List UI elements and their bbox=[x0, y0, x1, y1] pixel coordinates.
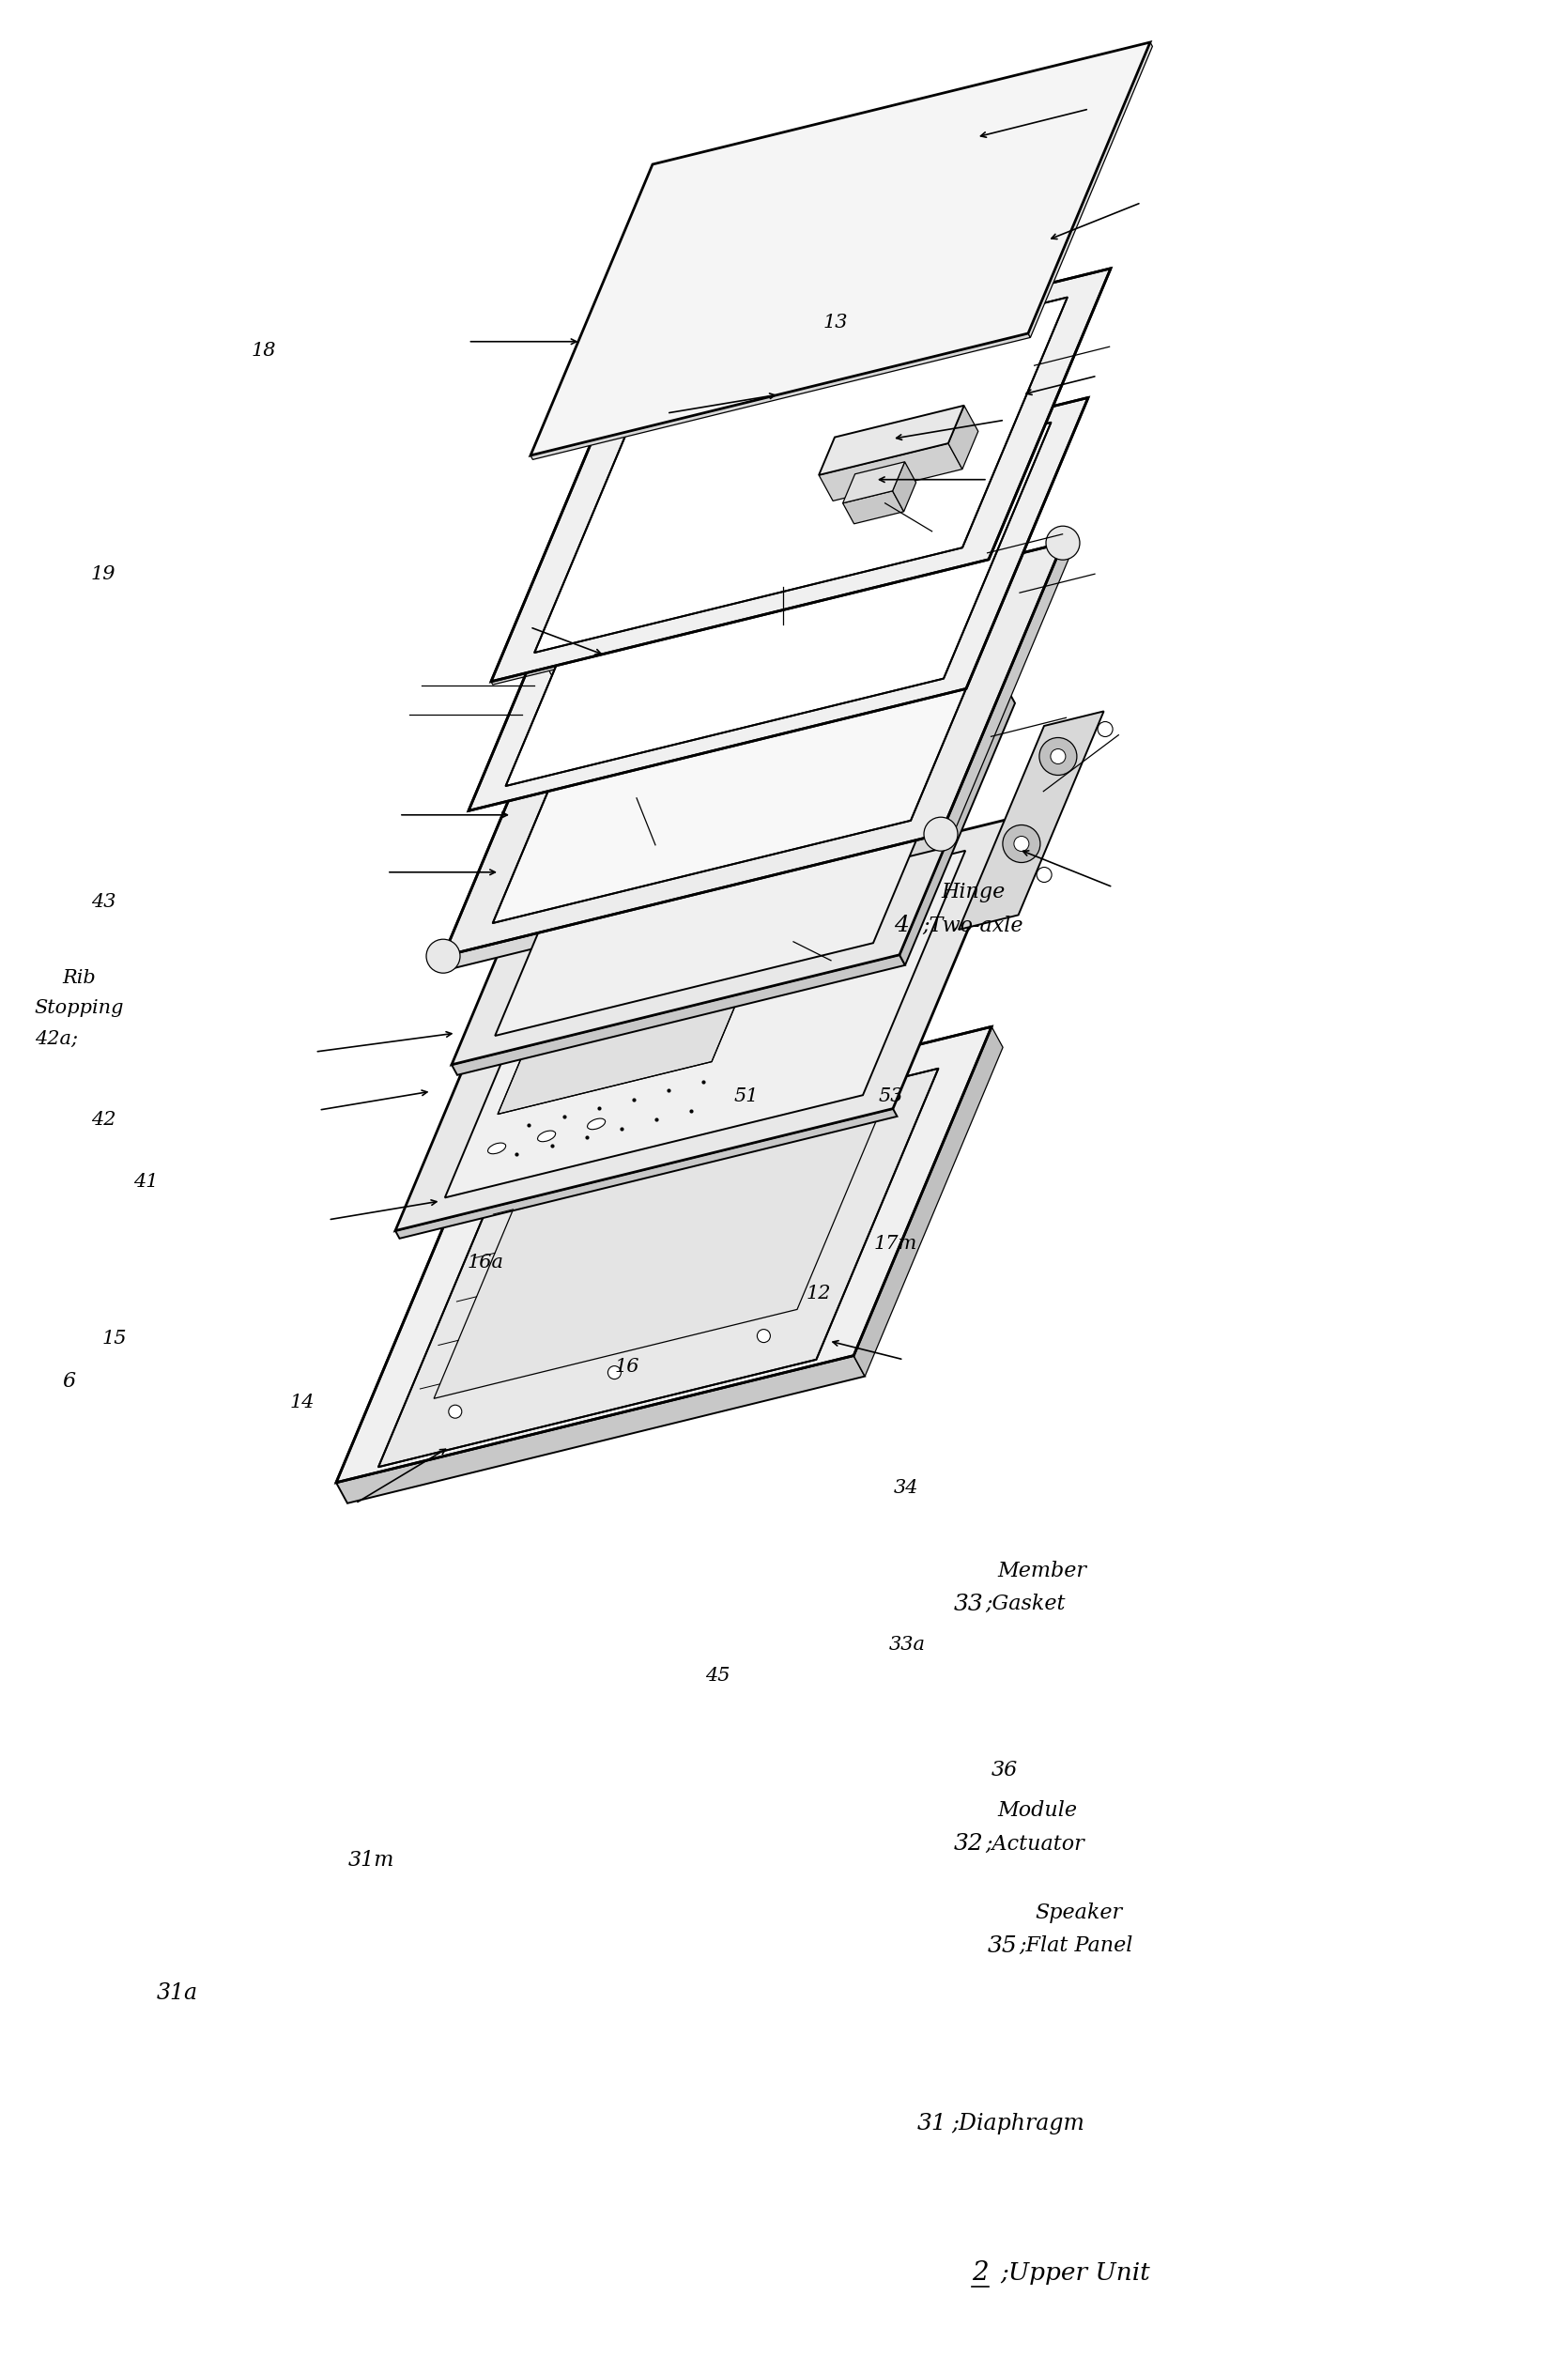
Text: 18: 18 bbox=[251, 342, 276, 361]
Text: 33a: 33a bbox=[889, 1635, 925, 1654]
Polygon shape bbox=[336, 1355, 866, 1502]
Polygon shape bbox=[444, 833, 947, 968]
Circle shape bbox=[858, 1092, 870, 1103]
Circle shape bbox=[1046, 527, 1080, 560]
Text: ;Upper Unit: ;Upper Unit bbox=[1000, 2261, 1151, 2285]
Circle shape bbox=[1098, 721, 1113, 736]
Circle shape bbox=[549, 1165, 561, 1179]
Polygon shape bbox=[842, 491, 903, 524]
Text: 16a: 16a bbox=[467, 1253, 503, 1272]
Text: 13: 13 bbox=[823, 313, 848, 332]
Polygon shape bbox=[336, 1028, 991, 1483]
Circle shape bbox=[924, 816, 958, 852]
Circle shape bbox=[549, 648, 582, 681]
Circle shape bbox=[1002, 826, 1040, 861]
Polygon shape bbox=[434, 1106, 883, 1398]
Circle shape bbox=[448, 1405, 461, 1419]
Polygon shape bbox=[949, 406, 978, 470]
Polygon shape bbox=[941, 543, 1069, 847]
Text: ;Flat Panel: ;Flat Panel bbox=[1019, 1936, 1134, 1955]
Polygon shape bbox=[853, 1028, 1004, 1376]
Polygon shape bbox=[818, 406, 964, 475]
Polygon shape bbox=[395, 819, 1014, 1232]
Polygon shape bbox=[530, 43, 1151, 456]
Text: ;Diaphragm: ;Diaphragm bbox=[952, 2112, 1085, 2136]
Polygon shape bbox=[492, 577, 1013, 923]
Text: 34: 34 bbox=[894, 1478, 919, 1497]
Text: 35: 35 bbox=[988, 1934, 1018, 1958]
Polygon shape bbox=[900, 693, 1014, 966]
Polygon shape bbox=[842, 463, 905, 503]
Ellipse shape bbox=[588, 1118, 605, 1130]
Text: 16: 16 bbox=[615, 1357, 640, 1376]
Text: 42a;: 42a; bbox=[34, 1030, 78, 1049]
Text: 4: 4 bbox=[894, 914, 909, 937]
Text: 19: 19 bbox=[91, 565, 116, 584]
Polygon shape bbox=[445, 850, 966, 1198]
Polygon shape bbox=[535, 297, 1068, 653]
Text: 17m: 17m bbox=[873, 1234, 917, 1253]
Text: Stopping: Stopping bbox=[34, 999, 124, 1018]
Text: Hinge: Hinge bbox=[941, 883, 1005, 902]
Ellipse shape bbox=[538, 1130, 555, 1141]
Polygon shape bbox=[530, 332, 1030, 460]
Polygon shape bbox=[378, 1068, 938, 1467]
Text: Module: Module bbox=[997, 1801, 1077, 1820]
Text: 53: 53 bbox=[878, 1087, 903, 1106]
Polygon shape bbox=[892, 463, 916, 513]
Text: 32: 32 bbox=[953, 1832, 983, 1856]
Polygon shape bbox=[506, 422, 1051, 785]
Polygon shape bbox=[958, 712, 1104, 930]
Polygon shape bbox=[395, 1108, 897, 1239]
Text: 6: 6 bbox=[63, 1372, 75, 1391]
Text: 36: 36 bbox=[991, 1761, 1018, 1780]
Circle shape bbox=[1014, 835, 1029, 852]
Text: Speaker: Speaker bbox=[1035, 1903, 1123, 1922]
Text: 41: 41 bbox=[133, 1172, 158, 1191]
Circle shape bbox=[426, 940, 459, 973]
Text: 14: 14 bbox=[290, 1393, 315, 1412]
Polygon shape bbox=[1029, 43, 1152, 337]
Text: 31m: 31m bbox=[348, 1851, 395, 1870]
Circle shape bbox=[1051, 750, 1066, 764]
Polygon shape bbox=[452, 954, 905, 1075]
Text: 2: 2 bbox=[972, 2261, 989, 2285]
Text: 12: 12 bbox=[806, 1284, 831, 1303]
Text: ;Two-axle: ;Two-axle bbox=[922, 916, 1022, 935]
Text: 33: 33 bbox=[953, 1592, 983, 1616]
Text: 15: 15 bbox=[102, 1329, 127, 1348]
Text: 42: 42 bbox=[91, 1111, 116, 1130]
Circle shape bbox=[757, 1329, 770, 1343]
Polygon shape bbox=[818, 444, 963, 501]
Text: Member: Member bbox=[997, 1561, 1087, 1580]
Circle shape bbox=[1036, 866, 1052, 883]
Polygon shape bbox=[452, 693, 1010, 1065]
Text: ;Actuator: ;Actuator bbox=[985, 1834, 1083, 1853]
Polygon shape bbox=[444, 543, 1063, 956]
Ellipse shape bbox=[488, 1144, 506, 1153]
Text: 43: 43 bbox=[91, 892, 116, 911]
Polygon shape bbox=[497, 916, 773, 1115]
Circle shape bbox=[1040, 738, 1077, 776]
Text: Rib: Rib bbox=[63, 968, 96, 987]
Polygon shape bbox=[495, 721, 966, 1035]
Polygon shape bbox=[469, 399, 1088, 812]
Text: 51: 51 bbox=[734, 1087, 759, 1106]
Circle shape bbox=[608, 1367, 621, 1379]
Text: 45: 45 bbox=[706, 1666, 731, 1685]
Text: 31a: 31a bbox=[157, 1981, 198, 2005]
Text: 31: 31 bbox=[917, 2112, 947, 2136]
Polygon shape bbox=[491, 560, 991, 686]
Polygon shape bbox=[491, 268, 1110, 681]
Text: ;Gasket: ;Gasket bbox=[985, 1595, 1065, 1614]
